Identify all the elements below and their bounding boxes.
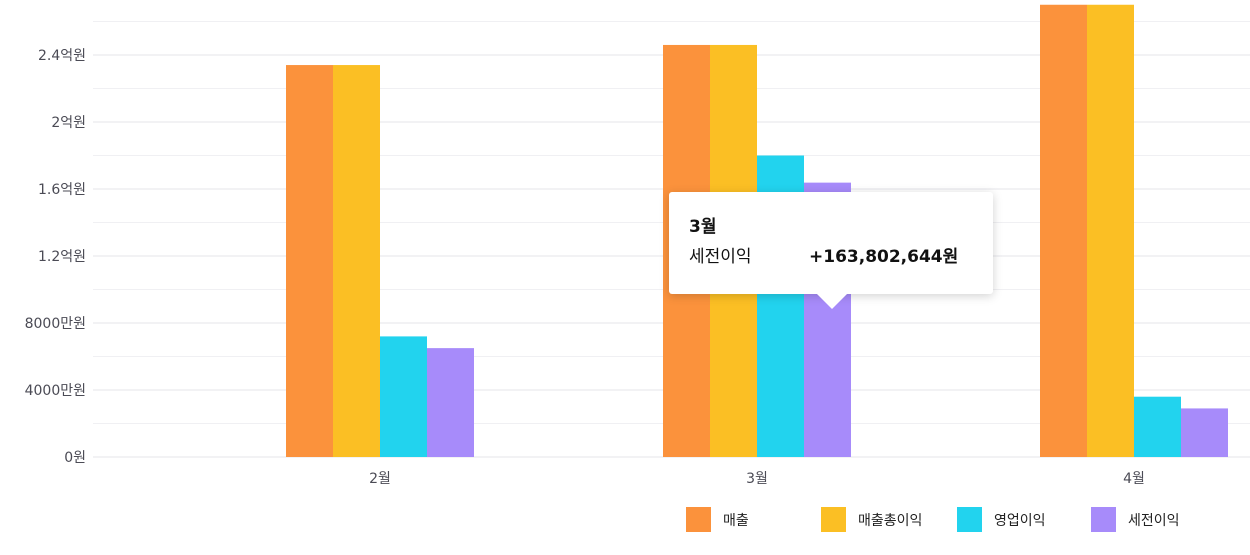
bar[interactable]	[427, 348, 474, 457]
legend-item[interactable]: 영업이익	[957, 507, 1046, 532]
y-tick-label: 1.6억원	[38, 182, 86, 198]
tooltip-series-name: 세전이익	[689, 242, 809, 267]
legend-swatch	[686, 507, 711, 532]
legend-swatch	[1091, 507, 1116, 532]
bar[interactable]	[380, 336, 427, 457]
x-tick-label: 4월	[1123, 471, 1145, 487]
y-tick-label: 8000만원	[25, 316, 86, 332]
bar[interactable]	[1087, 5, 1134, 457]
y-tick-label: 4000만원	[25, 383, 86, 399]
bar[interactable]	[1040, 5, 1087, 457]
legend-label: 영업이익	[994, 513, 1046, 529]
x-tick-label: 2월	[369, 471, 391, 487]
tooltip-value: +163,802,644원	[809, 242, 958, 267]
y-tick-label: 1.2억원	[38, 249, 86, 265]
x-tick-label: 3월	[746, 471, 768, 487]
legend-swatch	[821, 507, 846, 532]
bar[interactable]	[286, 65, 333, 457]
tooltip-title: 3월	[689, 212, 973, 238]
legend: 매출 매출총이익 영업이익 세전이익	[686, 507, 1180, 532]
legend-item[interactable]: 매출총이익	[821, 507, 922, 532]
tooltip-row: 세전이익 +163,802,644원	[689, 242, 973, 267]
y-tick-label: 0원	[64, 450, 86, 466]
x-axis-ticks: 2월 3월 4월	[369, 471, 1145, 487]
legend-label: 매출	[723, 513, 749, 529]
legend-label: 매출총이익	[858, 513, 922, 529]
bar[interactable]	[1181, 408, 1228, 457]
y-tick-label: 2억원	[51, 115, 86, 131]
bar[interactable]	[1134, 397, 1181, 457]
legend-label: 세전이익	[1128, 513, 1180, 529]
legend-item[interactable]: 매출	[686, 507, 749, 532]
bar[interactable]	[333, 65, 380, 457]
y-tick-label: 2.4억원	[38, 48, 86, 64]
legend-swatch	[957, 507, 982, 532]
y-axis-ticks: 0원 4000만원 8000만원 1.2억원 1.6억원 2억원 2.4억원	[25, 48, 86, 466]
tooltip: 3월 세전이익 +163,802,644원	[669, 192, 993, 294]
legend-item[interactable]: 세전이익	[1091, 507, 1180, 532]
